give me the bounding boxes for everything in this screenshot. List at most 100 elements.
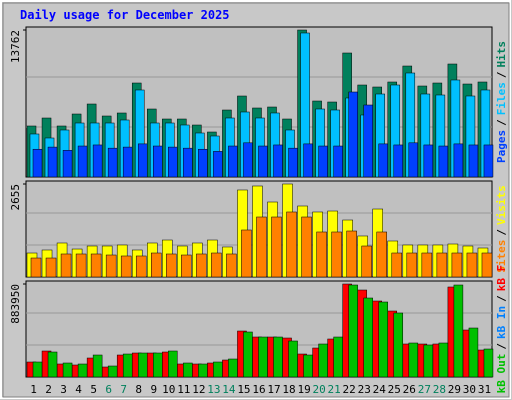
x-tick-label: 17 — [267, 383, 280, 396]
bar — [273, 144, 283, 178]
legend: Pages / Files / Hits — [495, 41, 508, 163]
bar — [348, 284, 358, 378]
bar — [243, 142, 253, 178]
x-tick-label: 11 — [177, 383, 190, 396]
bar — [333, 145, 343, 178]
legend-separator: / — [495, 343, 508, 350]
bar — [47, 146, 58, 178]
bar — [241, 229, 252, 278]
bar — [453, 284, 464, 378]
x-tick-label: 24 — [373, 383, 387, 396]
x-tick-label: 19 — [297, 383, 310, 396]
bar — [77, 363, 88, 378]
bar — [168, 146, 178, 178]
bar — [318, 145, 328, 178]
x-tick-label: 23 — [358, 383, 371, 396]
bar — [181, 254, 192, 278]
bar — [391, 252, 403, 278]
bar — [77, 145, 88, 178]
bar — [318, 343, 328, 378]
x-tick-label: 14 — [222, 383, 236, 396]
bar — [60, 253, 72, 278]
bar — [137, 143, 148, 178]
bar — [438, 342, 449, 378]
bar — [453, 143, 464, 178]
bar — [288, 340, 298, 378]
bar — [271, 216, 282, 278]
bar — [483, 144, 494, 178]
legend-separator: / — [495, 71, 508, 78]
bar — [196, 253, 207, 278]
bar — [228, 358, 238, 378]
bar — [331, 231, 342, 278]
bar — [243, 331, 253, 378]
bar — [258, 336, 268, 378]
bar — [92, 144, 103, 178]
bar — [120, 255, 132, 278]
legend-separator: / — [495, 295, 508, 302]
bar — [107, 365, 118, 378]
bar — [211, 252, 222, 278]
x-tick-label: 4 — [75, 383, 82, 396]
bar — [122, 353, 133, 378]
bar — [166, 253, 177, 278]
bar — [45, 257, 57, 278]
bar — [421, 252, 433, 278]
bar — [62, 150, 73, 178]
bar — [393, 312, 404, 378]
bar — [213, 361, 223, 378]
bar — [363, 297, 373, 378]
bar — [228, 145, 238, 178]
legend-separator: / — [495, 119, 508, 126]
x-tick-label: 5 — [90, 383, 97, 396]
x-tick-label: 2 — [45, 383, 52, 396]
bar — [316, 231, 327, 278]
x-tick-label: 18 — [282, 383, 295, 396]
bar — [303, 143, 313, 178]
legend-entry: Hits — [495, 41, 508, 68]
x-tick-label: 10 — [162, 383, 175, 396]
x-tick-label: 13 — [207, 383, 220, 396]
x-tick-label: 21 — [328, 383, 341, 396]
bar — [361, 245, 372, 278]
bar — [423, 144, 434, 178]
bar — [153, 352, 163, 378]
bar — [406, 252, 418, 278]
x-tick-label: 6 — [105, 383, 112, 396]
bar — [183, 147, 193, 178]
x-tick-label: 29 — [448, 383, 461, 396]
bar — [90, 253, 102, 278]
legend-entry: kB F — [495, 265, 508, 292]
x-tick-label: 7 — [120, 383, 127, 396]
y-tick-label: 13762 — [9, 30, 22, 63]
bar — [213, 151, 223, 178]
bar — [198, 363, 208, 378]
bar — [436, 252, 448, 278]
bar — [258, 145, 268, 178]
bar — [451, 252, 463, 278]
bar — [408, 142, 419, 178]
bar — [378, 301, 388, 378]
bar — [481, 252, 493, 278]
bar — [483, 348, 494, 378]
x-tick-label: 26 — [403, 383, 416, 396]
legend-entry: kB In — [495, 306, 508, 339]
bar — [62, 362, 73, 378]
bar — [30, 257, 42, 278]
bar — [256, 216, 267, 278]
bar — [393, 144, 404, 178]
bar — [135, 255, 147, 278]
bar — [466, 252, 478, 278]
legend: kB Out / kB In / kB F — [495, 265, 508, 394]
y-tick-label: 883950 — [9, 284, 22, 324]
y-tick-label: 2655 — [9, 184, 22, 211]
bar — [226, 253, 237, 278]
bar — [288, 147, 298, 178]
bar — [333, 336, 343, 378]
bar — [303, 354, 313, 378]
bar — [137, 352, 148, 378]
x-tick-label: 20 — [312, 383, 325, 396]
